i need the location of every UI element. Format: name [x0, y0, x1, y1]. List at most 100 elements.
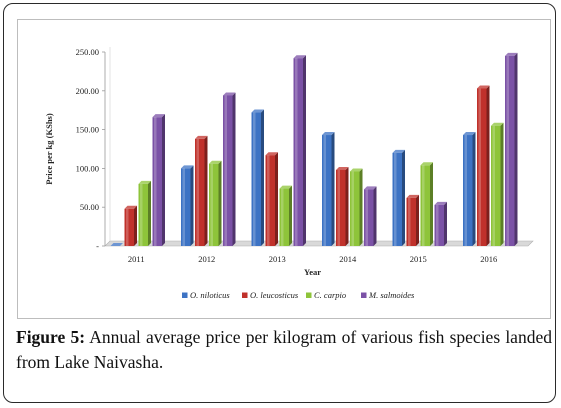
- bar-top-face: [491, 122, 504, 126]
- bar-side-face: [289, 185, 292, 246]
- bar-top-face: [181, 165, 194, 169]
- bar: [181, 165, 194, 246]
- x-axis-title: Year: [304, 267, 321, 277]
- bar-front-face: [223, 95, 233, 247]
- bar-side-face: [261, 109, 264, 246]
- bar-side-face: [472, 132, 476, 246]
- bar-front-face: [195, 138, 205, 246]
- bar-front-face: [251, 112, 261, 246]
- bar-front-face: [322, 135, 332, 246]
- bar-side-face: [430, 162, 433, 246]
- bar-top-face: [279, 185, 292, 189]
- bar: [491, 122, 504, 246]
- bar-front-face: [505, 55, 515, 246]
- bar: [463, 132, 476, 246]
- bar-front-face: [293, 58, 303, 246]
- bar-top-face: [463, 132, 476, 136]
- bar-highlight: [351, 171, 354, 246]
- bar-top-face: [293, 55, 306, 59]
- bar-front-face: [463, 135, 473, 246]
- legend-item: O. leucosticus: [242, 290, 299, 300]
- bar-top-face: [322, 132, 335, 136]
- bar: [265, 152, 278, 246]
- bar-side-face: [148, 180, 151, 246]
- legend-label: O. leucosticus: [250, 290, 299, 300]
- bar: [477, 85, 490, 246]
- bar-front-face: [152, 117, 162, 247]
- bar-side-face: [359, 168, 363, 246]
- y-tick-label: 250.00: [76, 47, 99, 57]
- bar: [406, 194, 419, 246]
- bar-front-face: [336, 169, 346, 246]
- bar-highlight: [295, 58, 298, 246]
- caption-label: Figure 5:: [16, 327, 86, 347]
- bar: [251, 109, 264, 246]
- bar-side-face: [444, 201, 447, 246]
- bar-top-face: [195, 135, 208, 139]
- bar-front-face: [138, 183, 148, 246]
- bar-highlight: [126, 208, 129, 246]
- bar-front-face: [181, 168, 191, 246]
- bar-top-face: [350, 168, 363, 172]
- bar-top-face: [209, 160, 222, 164]
- bar-top-face: [434, 201, 447, 205]
- legend-label: C. carpio: [314, 290, 346, 300]
- bar: [223, 92, 236, 247]
- bar-front-face: [124, 208, 134, 246]
- bar: [110, 243, 123, 246]
- bar: [364, 186, 377, 246]
- bar-front-face: [265, 155, 275, 246]
- bar: [420, 162, 433, 246]
- y-tick-label: 50.00: [80, 202, 99, 212]
- bar-highlight: [182, 168, 185, 246]
- bar-highlight: [281, 188, 284, 246]
- bar-side-face: [218, 160, 222, 246]
- bar-top-face: [223, 92, 236, 96]
- bar-side-face: [275, 152, 278, 246]
- bar-highlight: [464, 135, 467, 246]
- bar-front-face: [350, 171, 360, 246]
- bar-side-face: [204, 135, 208, 246]
- bar: [152, 114, 165, 247]
- bar-side-face: [190, 165, 194, 246]
- y-tick-label: 100.00: [76, 163, 99, 173]
- legend-label: O. niloticus: [190, 290, 230, 300]
- bar-highlight: [267, 155, 270, 246]
- bar-side-face: [500, 122, 504, 246]
- legend-swatch: [182, 292, 188, 298]
- legend-item: M. salmoides: [361, 290, 415, 300]
- bar: [336, 166, 349, 246]
- bar-highlight: [478, 88, 481, 246]
- bar-side-face: [232, 92, 236, 247]
- legend-swatch: [242, 292, 248, 298]
- legend-item: C. carpio: [306, 290, 346, 300]
- bar-top-face: [420, 162, 433, 166]
- bar-highlight: [436, 204, 439, 246]
- bar-highlight: [140, 183, 143, 246]
- bar-chart: - 50.00 100.00 150.00 200.00 250.00 2011 2012 20…: [44, 47, 534, 300]
- bar-side-face: [134, 205, 137, 246]
- bar-top-face: [477, 85, 490, 89]
- bar: [138, 180, 151, 246]
- bar-front-face: [434, 204, 444, 246]
- bar-top-face: [265, 152, 278, 156]
- bar-side-face: [162, 114, 165, 247]
- bar-top-face: [251, 109, 264, 113]
- bar: [322, 132, 335, 246]
- x-tick-label: 2011: [128, 254, 145, 264]
- bar-front-face: [209, 163, 219, 246]
- bar-highlight: [394, 152, 397, 246]
- bar-side-face: [345, 166, 349, 246]
- bar-highlight: [492, 125, 495, 246]
- bar-front-face: [477, 88, 487, 246]
- figure-frame: - 50.00 100.00 150.00 200.00 250.00 2011 2012 20…: [3, 3, 556, 403]
- legend-label: M. salmoides: [368, 290, 415, 300]
- caption-text: Annual average price per kilogram of var…: [16, 327, 552, 372]
- bar-highlight: [365, 189, 368, 246]
- bar: [124, 205, 137, 246]
- bar-top-face: [336, 166, 349, 170]
- bar-highlight: [337, 169, 340, 246]
- bar-highlight: [422, 165, 425, 246]
- bar: [209, 160, 222, 246]
- bar-highlight: [408, 197, 411, 246]
